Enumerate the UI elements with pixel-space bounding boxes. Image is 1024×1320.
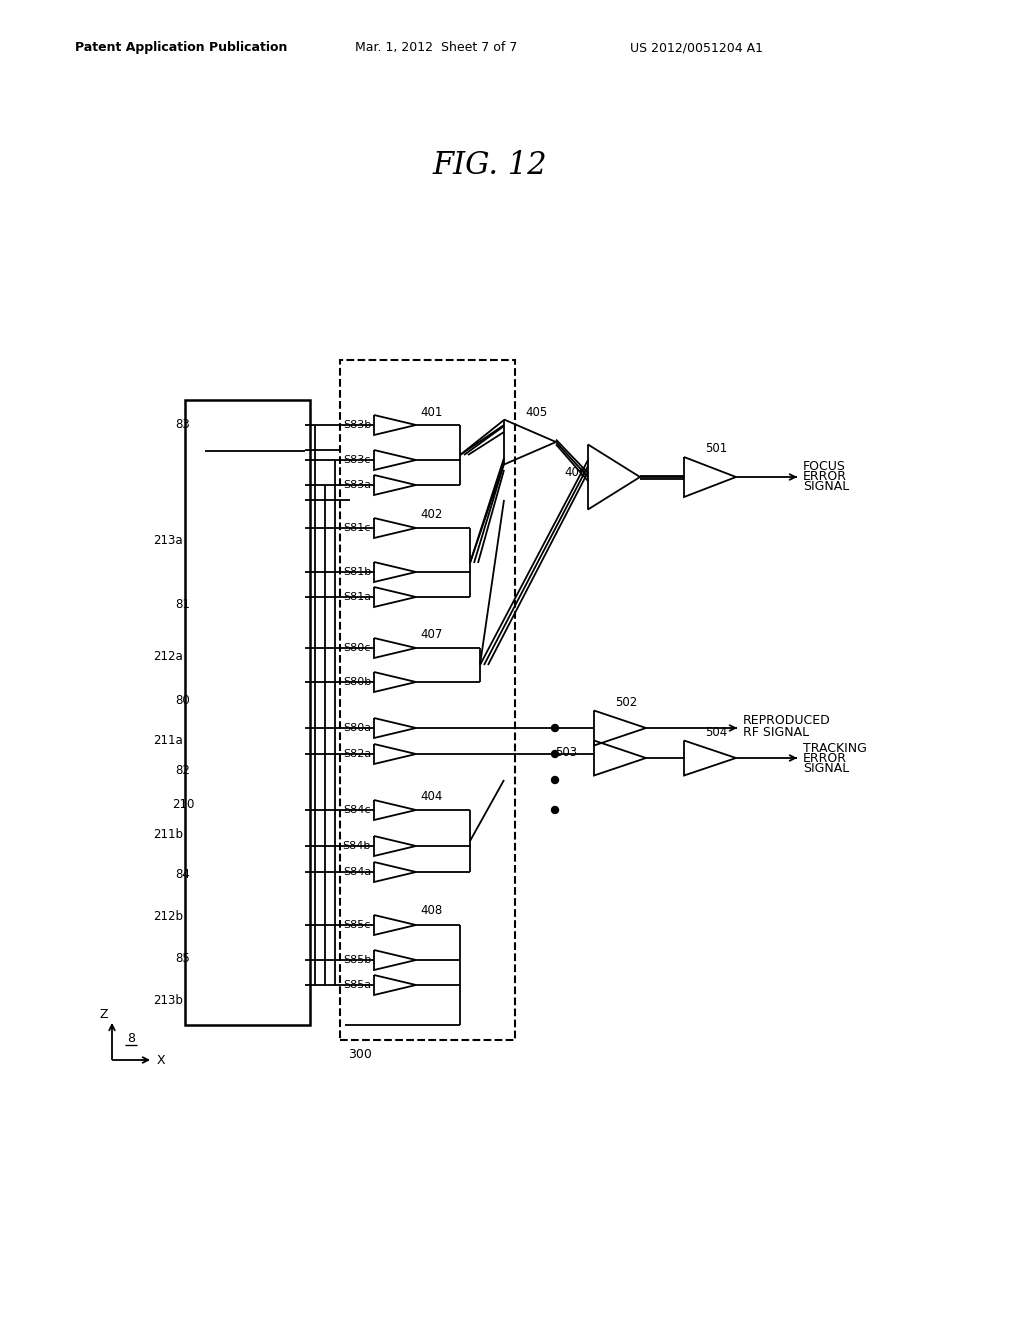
Bar [205, 680, 305, 722]
Circle shape [552, 725, 558, 731]
Text: 401: 401 [420, 407, 442, 420]
Text: 405: 405 [525, 405, 547, 418]
Text: REPRODUCED: REPRODUCED [743, 714, 830, 726]
Text: 406: 406 [564, 466, 587, 479]
Text: ERROR: ERROR [803, 470, 847, 483]
Bar [205, 854, 305, 894]
Text: 408: 408 [420, 903, 442, 916]
Text: S80c: S80c [344, 643, 371, 653]
Text: 85: 85 [175, 952, 189, 965]
Text: 503: 503 [555, 747, 578, 759]
Bar [185, 400, 310, 1026]
Text: SIGNAL: SIGNAL [803, 762, 849, 775]
Bar [205, 818, 305, 851]
Text: S85c: S85c [344, 920, 371, 931]
Text: RF SIGNAL: RF SIGNAL [743, 726, 809, 738]
Bar [205, 723, 305, 758]
Text: 82: 82 [175, 764, 189, 777]
Text: 84: 84 [175, 867, 189, 880]
Text: 407: 407 [420, 628, 442, 642]
Text: Z: Z [99, 1007, 109, 1020]
Text: 211a: 211a [153, 734, 182, 747]
Circle shape [552, 751, 558, 758]
Text: S84c: S84c [343, 805, 371, 814]
Text: 212b: 212b [153, 909, 183, 923]
Text: 404: 404 [420, 789, 442, 803]
Bar [210, 583, 300, 624]
Text: 81: 81 [175, 598, 189, 610]
Text: S81b: S81b [343, 568, 371, 577]
Bar [205, 939, 305, 978]
Text: S80a: S80a [343, 723, 371, 733]
Text: Mar. 1, 2012  Sheet 7 of 7: Mar. 1, 2012 Sheet 7 of 7 [355, 41, 517, 54]
Text: S83c: S83c [344, 455, 371, 465]
Text: S80b: S80b [343, 677, 371, 686]
Text: 212a: 212a [153, 649, 182, 663]
Text: TRACKING: TRACKING [803, 742, 867, 755]
Text: 80: 80 [175, 694, 189, 708]
Text: 8: 8 [127, 1031, 135, 1044]
Text: S83a: S83a [343, 480, 371, 490]
Bar [205, 760, 305, 816]
Text: FIG. 12: FIG. 12 [433, 149, 547, 181]
Text: S81c: S81c [344, 523, 371, 533]
Text: ERROR: ERROR [803, 751, 847, 764]
Text: S85b: S85b [343, 954, 371, 965]
Text: 402: 402 [420, 508, 442, 521]
Text: 213a: 213a [153, 533, 182, 546]
Text: S84a: S84a [343, 867, 371, 876]
Text: S82a: S82a [343, 748, 371, 759]
Text: 300: 300 [348, 1048, 372, 1060]
Circle shape [552, 776, 558, 784]
Text: S85a: S85a [343, 979, 371, 990]
Text: 210: 210 [172, 797, 195, 810]
Bar [205, 896, 305, 936]
Text: S81a: S81a [343, 591, 371, 602]
Bar [205, 578, 305, 630]
Text: S83b: S83b [343, 420, 371, 430]
Bar [210, 414, 300, 446]
Text: X: X [157, 1053, 166, 1067]
Bar [205, 634, 305, 678]
Text: S84b: S84b [343, 841, 371, 851]
Bar [205, 979, 305, 1020]
Text: FOCUS: FOCUS [803, 461, 846, 474]
Text: 213b: 213b [153, 994, 183, 1006]
Bar [205, 411, 305, 500]
Bar [210, 685, 300, 717]
Text: US 2012/0051204 A1: US 2012/0051204 A1 [630, 41, 763, 54]
Text: 504: 504 [705, 726, 727, 739]
Text: 211b: 211b [153, 829, 183, 842]
Text: 501: 501 [705, 442, 727, 455]
Circle shape [552, 807, 558, 813]
Bar [340, 360, 515, 1040]
Bar [205, 506, 305, 576]
Text: 83: 83 [175, 418, 189, 432]
Text: 502: 502 [615, 697, 637, 710]
Text: SIGNAL: SIGNAL [803, 480, 849, 494]
Text: Patent Application Publication: Patent Application Publication [75, 41, 288, 54]
